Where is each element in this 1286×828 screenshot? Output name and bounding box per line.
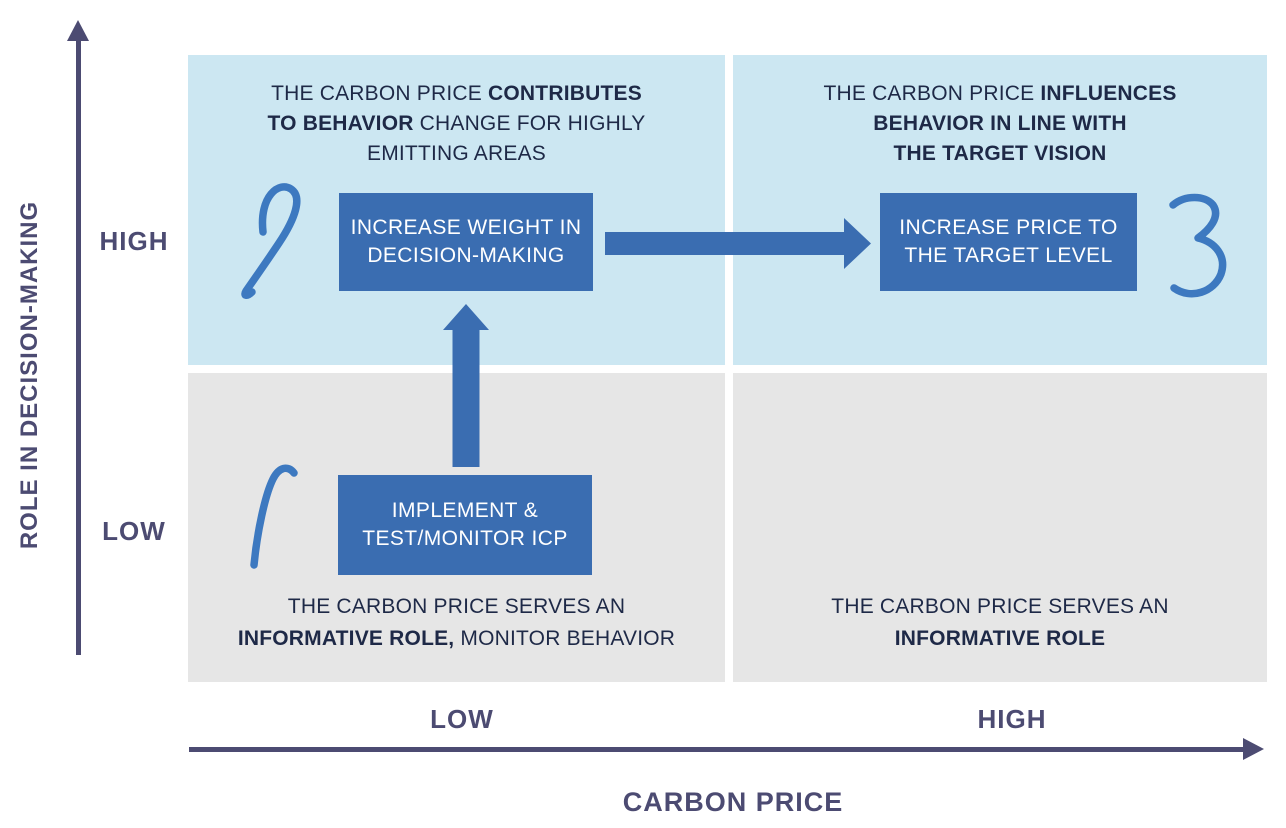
step-number-1-icon <box>250 464 298 569</box>
caption-top-right: THE CARBON PRICE INFLUENCES BEHAVIOR IN … <box>733 79 1267 169</box>
flow-arrow-up-icon <box>443 304 489 467</box>
caption-text: THE CARBON PRICE SERVES AN <box>287 595 626 618</box>
caption-text: THE CARBON PRICE <box>271 82 489 105</box>
action-box-implement-icp: IMPLEMENT & TEST/MONITOR ICP <box>338 475 592 575</box>
action-box-label: INCREASE WEIGHT IN <box>350 216 582 239</box>
y-axis-high-label: HIGH <box>99 226 169 256</box>
caption-line: INFORMATIVE ROLE <box>733 623 1267 655</box>
caption-text-bold: INFLUENCES <box>1040 82 1177 105</box>
caption-text-bold: THE TARGET VISION <box>893 142 1107 165</box>
action-box-increase-weight: INCREASE WEIGHT IN DECISION-MAKING <box>339 193 593 291</box>
caption-text-bold: INFORMATIVE ROLE, <box>237 627 455 650</box>
caption-line: EMITTING AREAS <box>188 139 725 169</box>
caption-line: BEHAVIOR IN LINE WITH <box>733 109 1267 139</box>
caption-text: MONITOR BEHAVIOR <box>454 627 676 650</box>
caption-top-left: THE CARBON PRICE CONTRIBUTES TO BEHAVIOR… <box>188 79 725 169</box>
x-axis-high-label: HIGH <box>977 704 1047 734</box>
caption-line: THE CARBON PRICE SERVES AN <box>188 591 725 623</box>
step-number-3-icon <box>1169 193 1227 298</box>
caption-text: THE CARBON PRICE <box>823 82 1041 105</box>
caption-text-bold: BEHAVIOR IN LINE WITH <box>873 112 1127 135</box>
caption-text: CHANGE FOR HIGHLY <box>413 112 646 135</box>
y-axis-low-label: LOW <box>102 516 166 546</box>
caption-line: TO BEHAVIOR CHANGE FOR HIGHLY <box>188 109 725 139</box>
caption-text-bold: CONTRIBUTES <box>488 82 642 105</box>
action-box-label: DECISION-MAKING <box>367 244 565 267</box>
step-number-2-icon <box>241 183 301 299</box>
caption-bottom-left: THE CARBON PRICE SERVES AN INFORMATIVE R… <box>188 591 725 655</box>
quadrant-bottom-right <box>733 373 1267 682</box>
caption-text: THE CARBON PRICE SERVES AN <box>831 595 1169 618</box>
caption-line: INFORMATIVE ROLE, MONITOR BEHAVIOR <box>188 623 725 655</box>
action-box-label: TEST/MONITOR ICP <box>362 527 568 550</box>
action-box-increase-price: INCREASE PRICE TO THE TARGET LEVEL <box>880 193 1137 291</box>
flow-arrow-right-icon <box>605 218 871 269</box>
y-axis-title: ROLE IN DECISION-MAKING <box>16 200 43 550</box>
caption-line: THE CARBON PRICE INFLUENCES <box>733 79 1267 109</box>
action-box-label: THE TARGET LEVEL <box>904 244 1113 267</box>
caption-text: EMITTING AREAS <box>367 142 546 165</box>
caption-bottom-right: THE CARBON PRICE SERVES AN INFORMATIVE R… <box>733 591 1267 655</box>
x-axis-low-label: LOW <box>430 704 494 734</box>
x-axis-title: CARBON PRICE <box>622 787 844 817</box>
caption-line: THE CARBON PRICE CONTRIBUTES <box>188 79 725 109</box>
caption-text-bold: TO BEHAVIOR <box>267 112 414 135</box>
caption-line: THE TARGET VISION <box>733 139 1267 169</box>
y-axis-arrow-icon <box>67 20 89 41</box>
caption-line: THE CARBON PRICE SERVES AN <box>733 591 1267 623</box>
x-axis-arrow-icon <box>1243 738 1264 760</box>
x-axis-line <box>189 747 1245 752</box>
action-box-label: INCREASE PRICE TO <box>899 216 1118 239</box>
y-axis-line <box>76 40 81 655</box>
action-box-label: IMPLEMENT & <box>391 499 539 522</box>
caption-text-bold: INFORMATIVE ROLE <box>894 627 1106 650</box>
